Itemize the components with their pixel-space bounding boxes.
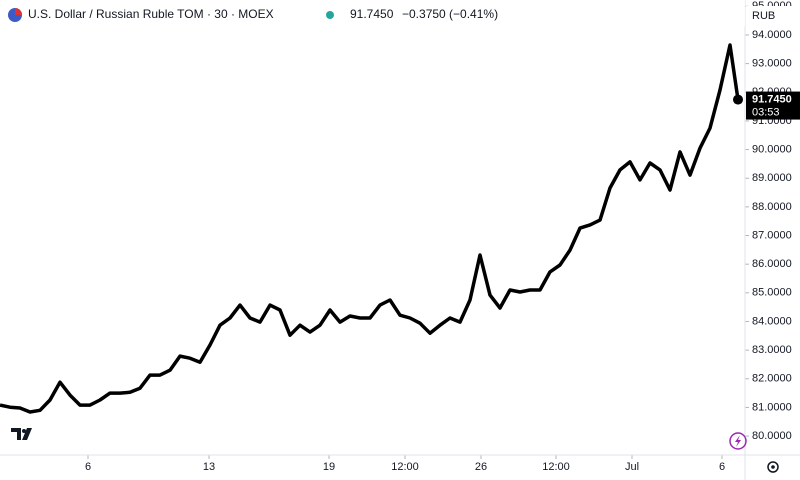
y-tick-label: 81.0000 — [752, 401, 792, 413]
last-price: 91.7450 — [350, 7, 394, 21]
x-tick-label: 6 — [85, 461, 91, 473]
y-tick-label: 87.0000 — [752, 229, 792, 241]
y-tick-label: 82.0000 — [752, 373, 792, 385]
x-tick-label: Jul — [625, 461, 639, 473]
y-tick-label: 84.0000 — [752, 315, 792, 327]
y-tick-label: 89.0000 — [752, 172, 792, 184]
currency-label[interactable]: RUB — [752, 10, 775, 22]
flag-icon — [8, 8, 22, 22]
last-point — [733, 94, 743, 105]
x-tick-label: 19 — [323, 461, 335, 473]
x-tick-label: 6 — [719, 461, 725, 473]
price-tag — [746, 91, 800, 120]
header-bg — [0, 0, 745, 26]
settings-icon[interactable] — [767, 461, 779, 473]
symbol-title: U.S. Dollar / Russian Ruble TOM · 30 · M… — [28, 7, 274, 21]
x-tick-label: 12:00 — [391, 461, 419, 473]
currency-bg — [746, 6, 800, 26]
price-change: −0.3750 (−0.41%) — [402, 7, 498, 21]
tradingview-logo — [11, 428, 32, 440]
y-tick-label: 85.0000 — [752, 287, 792, 299]
x-tick-label: 26 — [475, 461, 487, 473]
y-tick-label: 93.0000 — [752, 58, 792, 70]
price-line — [0, 43, 740, 414]
y-tick-label: 90.0000 — [752, 143, 792, 155]
y-tick-label: 83.0000 — [752, 344, 792, 356]
y-tick-label: 88.0000 — [752, 201, 792, 213]
y-tick-label: 80.0000 — [752, 430, 792, 442]
y-tick-label: 94.0000 — [752, 29, 792, 41]
x-tick-label: 12:00 — [542, 461, 570, 473]
price-tag-label: 91.7450 — [752, 93, 792, 105]
lightning-icon[interactable] — [729, 432, 747, 450]
status-dot — [326, 11, 334, 19]
x-tick-label: 13 — [203, 461, 215, 473]
y-tick-label: 86.0000 — [752, 258, 792, 270]
countdown-label: 03:53 — [752, 106, 780, 118]
